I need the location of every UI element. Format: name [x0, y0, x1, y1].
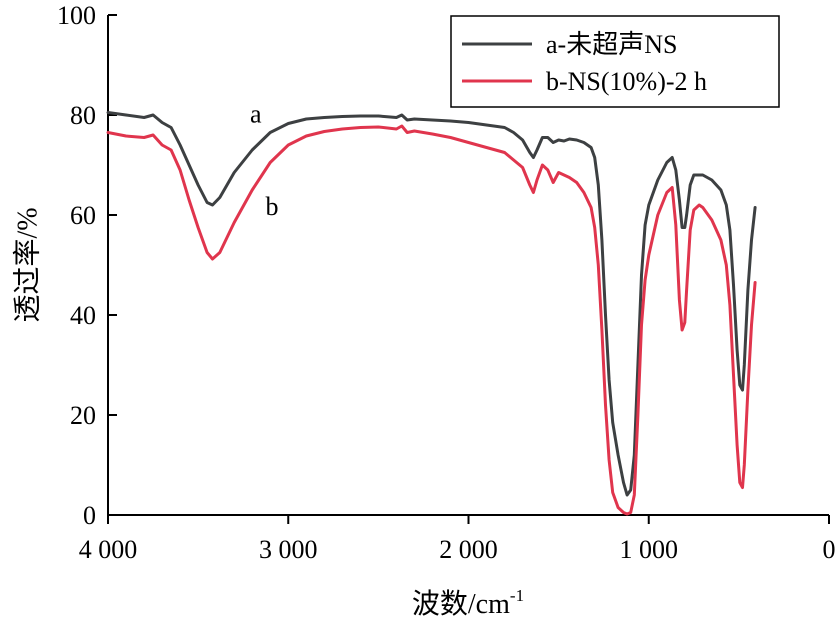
y-ticks: 0 20 40 60 80 100	[57, 1, 117, 530]
y-tick-label: 60	[70, 201, 96, 230]
x-axis-title-main: 波数/cm	[412, 588, 510, 620]
x-tick-label: 0	[823, 535, 836, 564]
legend-label-a: a-未超声NS	[546, 30, 677, 59]
x-tick-label: 2 000	[439, 535, 498, 564]
y-tick-label: 0	[83, 501, 96, 530]
curve-label-a: a	[250, 100, 262, 129]
x-tick-label: 4 000	[79, 535, 138, 564]
legend-box	[450, 15, 780, 108]
x-tick-label: 1 000	[620, 535, 679, 564]
annotations: ab	[250, 100, 278, 222]
x-ticks: 4 000 3 000 2 000 1 000 0	[79, 515, 836, 564]
legend-label-b: b-NS(10%)-2 h	[546, 67, 707, 96]
y-tick-label: 80	[70, 101, 96, 130]
x-tick-label: 3 000	[259, 535, 318, 564]
series-line-a	[106, 111, 757, 497]
series-line-b	[106, 124, 757, 516]
curve-label-b: b	[266, 192, 279, 221]
x-axis-title: 波数/cm-1	[412, 586, 524, 620]
y-tick-label: 40	[70, 301, 96, 330]
x-axis-title-sup: -1	[510, 586, 524, 605]
y-axis-title: 透过率/%	[11, 207, 43, 322]
series-layer	[106, 111, 757, 516]
y-tick-label: 100	[57, 1, 96, 30]
legend: a-未超声NS b-NS(10%)-2 h	[450, 15, 780, 108]
y-tick-label: 20	[70, 401, 96, 430]
